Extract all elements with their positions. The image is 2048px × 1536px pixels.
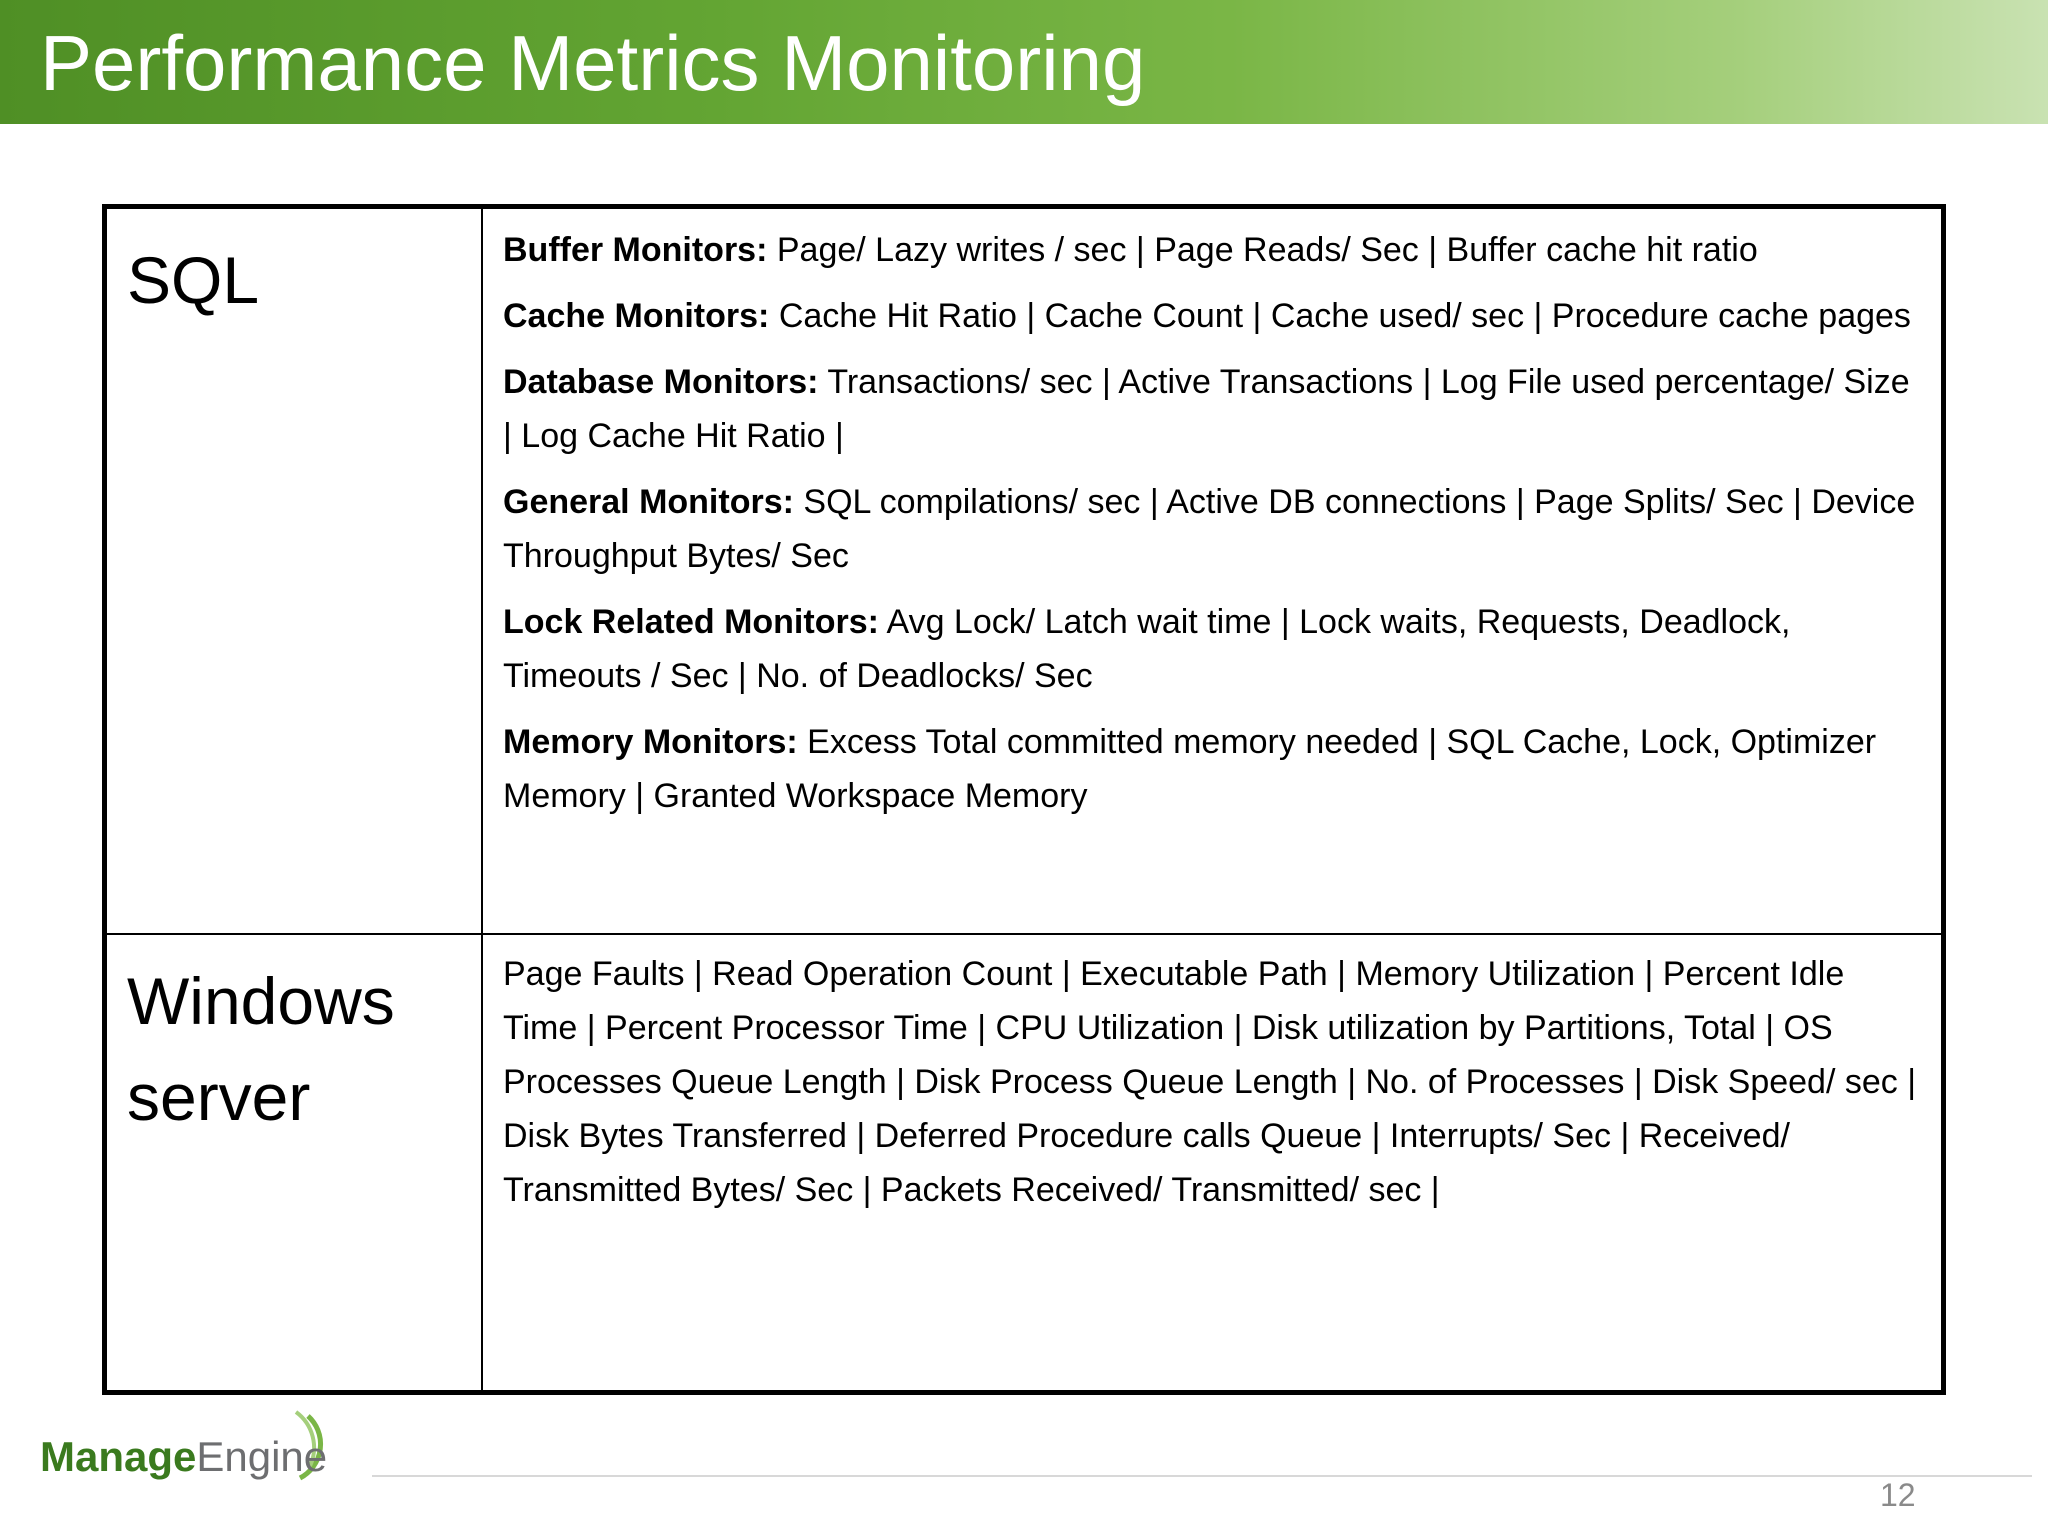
row-label: SQL bbox=[107, 209, 483, 933]
metric-group: General Monitors: SQL compilations/ sec … bbox=[503, 475, 1917, 583]
metric-group-label: Database Monitors: bbox=[503, 363, 819, 401]
row-content: Buffer Monitors: Page/ Lazy writes / sec… bbox=[483, 209, 1941, 835]
logo-part: Engine bbox=[196, 1433, 327, 1480]
metric-group: Buffer Monitors: Page/ Lazy writes / sec… bbox=[503, 223, 1917, 277]
metric-text: Avg Lock/ Latch wait time | Lock waits, … bbox=[503, 603, 1791, 695]
metric-text: Transactions/ sec | Active Transactions … bbox=[503, 363, 1910, 455]
logo-part: Manage bbox=[40, 1433, 196, 1480]
slide-title: Performance Metrics Monitoring bbox=[40, 19, 1146, 107]
logo-text: ManageEngine bbox=[40, 1433, 327, 1480]
metric-group: Memory Monitors: Excess Total committed … bbox=[503, 715, 1917, 823]
table-row: Windows server Page Faults | Read Operat… bbox=[107, 935, 1941, 1395]
page-number: 12 bbox=[1880, 1477, 1916, 1513]
metric-text: Page/ Lazy writes / sec | Page Reads/ Se… bbox=[776, 231, 1758, 269]
metric-text: Page Faults | Read Operation Count | Exe… bbox=[503, 955, 1917, 1209]
logo: ManageEngine bbox=[40, 1410, 327, 1481]
row-label: Windows server bbox=[107, 935, 483, 1395]
logo-swoosh bbox=[298, 1414, 323, 1481]
metric-group-label: General Monitors: bbox=[503, 483, 794, 521]
metric-group: Cache Monitors: Cache Hit Ratio | Cache … bbox=[503, 289, 1917, 343]
metrics-table: SQL Buffer Monitors: Page/ Lazy writes /… bbox=[102, 204, 1946, 1395]
metric-group: Lock Related Monitors: Avg Lock/ Latch w… bbox=[503, 595, 1917, 703]
table-row: SQL Buffer Monitors: Page/ Lazy writes /… bbox=[107, 209, 1941, 935]
header-bar: Performance Metrics Monitoring bbox=[0, 0, 2048, 124]
metric-text: Excess Total committed memory needed | S… bbox=[503, 723, 1877, 815]
metric-group-label: Buffer Monitors: bbox=[503, 231, 768, 269]
metric-group: Database Monitors: Transactions/ sec | A… bbox=[503, 355, 1917, 463]
footer-line bbox=[372, 1475, 2032, 1477]
metric-text: Cache Hit Ratio | Cache Count | Cache us… bbox=[778, 297, 1911, 335]
metric-group-label: Memory Monitors: bbox=[503, 723, 798, 761]
metric-group-label: Lock Related Monitors: bbox=[503, 603, 879, 641]
logo-swoosh bbox=[294, 1410, 316, 1467]
metric-group-label: Cache Monitors: bbox=[503, 297, 770, 335]
row-content: Page Faults | Read Operation Count | Exe… bbox=[483, 935, 1941, 1229]
metric-text: SQL compilations/ sec | Active DB connec… bbox=[503, 483, 1916, 575]
